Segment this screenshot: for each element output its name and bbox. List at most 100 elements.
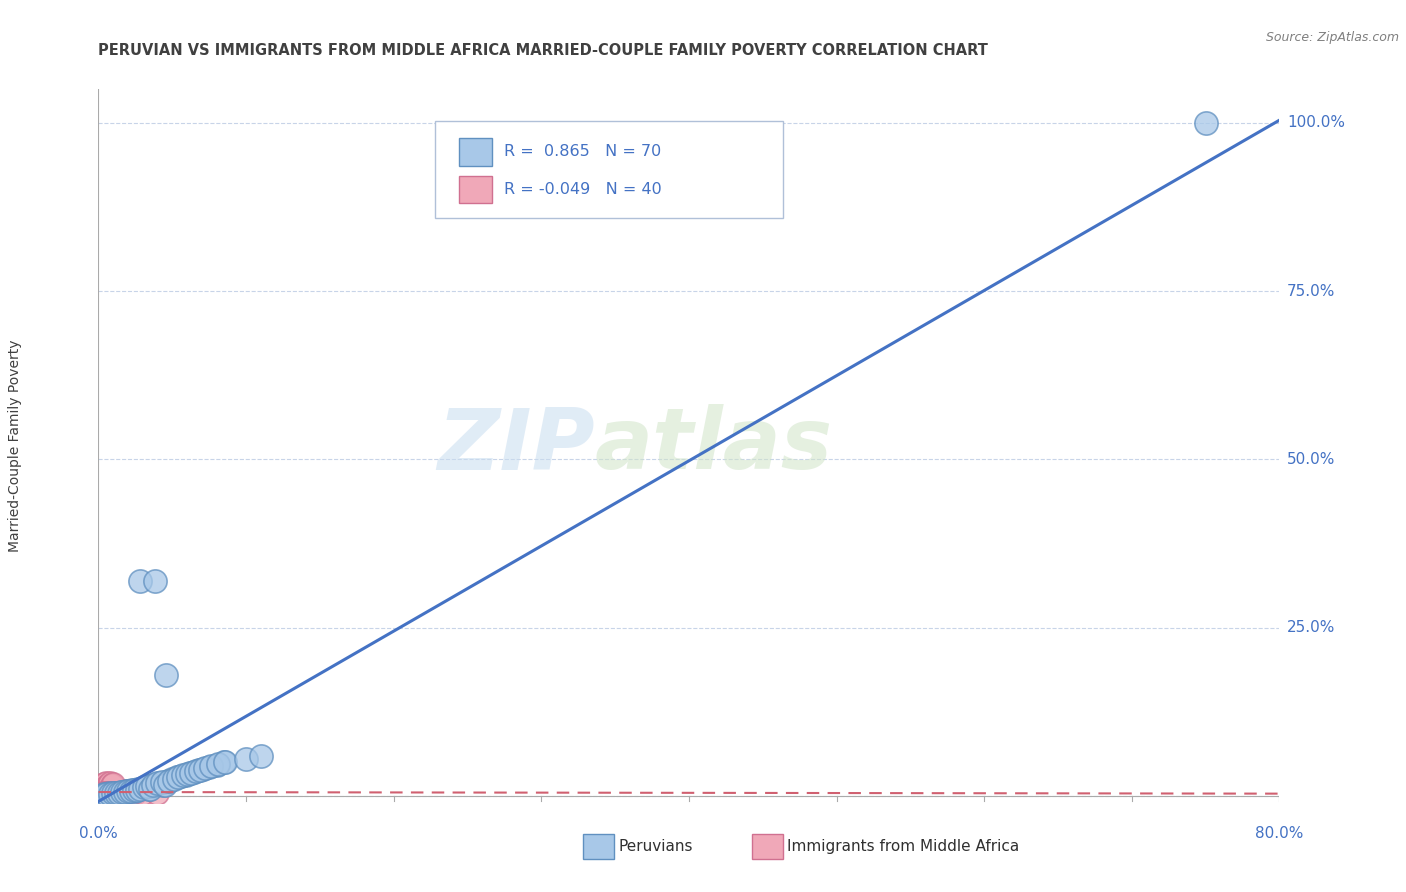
Text: 75.0%: 75.0% (1286, 284, 1336, 299)
Point (128, 781, 150, 796)
Point (114, 785, 136, 799)
Point (212, 756, 235, 770)
Text: ZIP: ZIP (437, 404, 595, 488)
Point (152, 778, 174, 792)
Point (100, 786, 122, 800)
Point (134, 780, 156, 795)
Point (97, 786, 120, 800)
Point (103, 786, 125, 800)
Point (96, 779, 118, 793)
Point (170, 769, 193, 783)
Point (93, 786, 115, 800)
Point (153, 778, 176, 792)
Point (188, 763, 211, 777)
Point (111, 785, 134, 799)
Point (89, 780, 111, 795)
Point (90, 780, 112, 794)
Point (93, 787, 115, 801)
Point (124, 783, 146, 797)
Point (135, 780, 157, 794)
Text: R =  0.865   N = 70: R = 0.865 N = 70 (503, 145, 661, 160)
Point (94, 787, 117, 801)
Point (162, 772, 183, 787)
Text: Married-Couple Family Poverty: Married-Couple Family Poverty (7, 340, 21, 552)
Point (172, 768, 194, 782)
Text: PERUVIAN VS IMMIGRANTS FROM MIDDLE AFRICA MARRIED-COUPLE FAMILY POVERTY CORRELAT: PERUVIAN VS IMMIGRANTS FROM MIDDLE AFRIC… (98, 43, 988, 58)
Point (105, 786, 128, 800)
Point (145, 777, 167, 791)
Point (90, 786, 112, 800)
Point (207, 757, 229, 772)
Point (120, 783, 142, 797)
Text: R = -0.049   N = 40: R = -0.049 N = 40 (503, 182, 661, 196)
Point (97, 785, 120, 799)
Point (127, 782, 149, 797)
Point (97, 786, 120, 800)
Point (100, 778, 122, 792)
Point (146, 786, 169, 800)
Point (112, 786, 135, 800)
Point (176, 767, 198, 781)
Point (98, 787, 121, 801)
Point (96, 788, 118, 802)
Point (105, 786, 128, 800)
Point (156, 774, 179, 789)
Point (94, 786, 117, 800)
Point (124, 786, 146, 800)
Point (94, 775, 117, 789)
Point (139, 781, 162, 796)
Point (98, 787, 121, 801)
Point (146, 776, 169, 790)
Text: 80.0%: 80.0% (1256, 826, 1303, 841)
Point (108, 786, 131, 800)
Point (96, 784, 118, 798)
Point (125, 783, 148, 797)
Text: atlas: atlas (595, 404, 832, 488)
Point (150, 775, 173, 789)
Text: 25.0%: 25.0% (1286, 620, 1336, 635)
Point (111, 785, 134, 799)
Point (107, 786, 129, 800)
Point (163, 772, 186, 786)
Point (250, 748, 273, 763)
Point (198, 760, 221, 774)
Point (91, 788, 114, 802)
Point (90, 787, 112, 801)
Point (110, 786, 132, 800)
Point (143, 574, 166, 588)
FancyBboxPatch shape (458, 138, 492, 166)
Point (183, 764, 205, 779)
Point (187, 764, 209, 778)
Point (94, 783, 117, 797)
Point (149, 775, 172, 789)
Text: Source: ZipAtlas.com: Source: ZipAtlas.com (1265, 31, 1399, 45)
Text: 0.0%: 0.0% (79, 826, 118, 841)
Point (1195, 116, 1218, 130)
Point (110, 785, 132, 799)
Point (98, 783, 121, 797)
Point (205, 758, 228, 772)
Point (157, 773, 180, 788)
Point (193, 762, 215, 776)
FancyBboxPatch shape (458, 176, 492, 202)
Point (104, 785, 127, 799)
FancyBboxPatch shape (434, 121, 783, 218)
Point (107, 784, 129, 798)
Point (91, 786, 114, 800)
Point (214, 755, 236, 769)
Point (166, 770, 188, 784)
Point (132, 786, 155, 800)
Point (91, 785, 114, 799)
Point (141, 779, 163, 793)
Point (155, 668, 177, 682)
Point (136, 779, 159, 793)
Point (184, 764, 207, 779)
Point (132, 780, 155, 795)
Point (100, 787, 122, 801)
Text: Immigrants from Middle Africa: Immigrants from Middle Africa (787, 839, 1019, 854)
Point (97, 778, 120, 792)
Point (180, 765, 202, 780)
Point (103, 784, 125, 798)
Point (121, 783, 143, 797)
Point (104, 786, 127, 800)
